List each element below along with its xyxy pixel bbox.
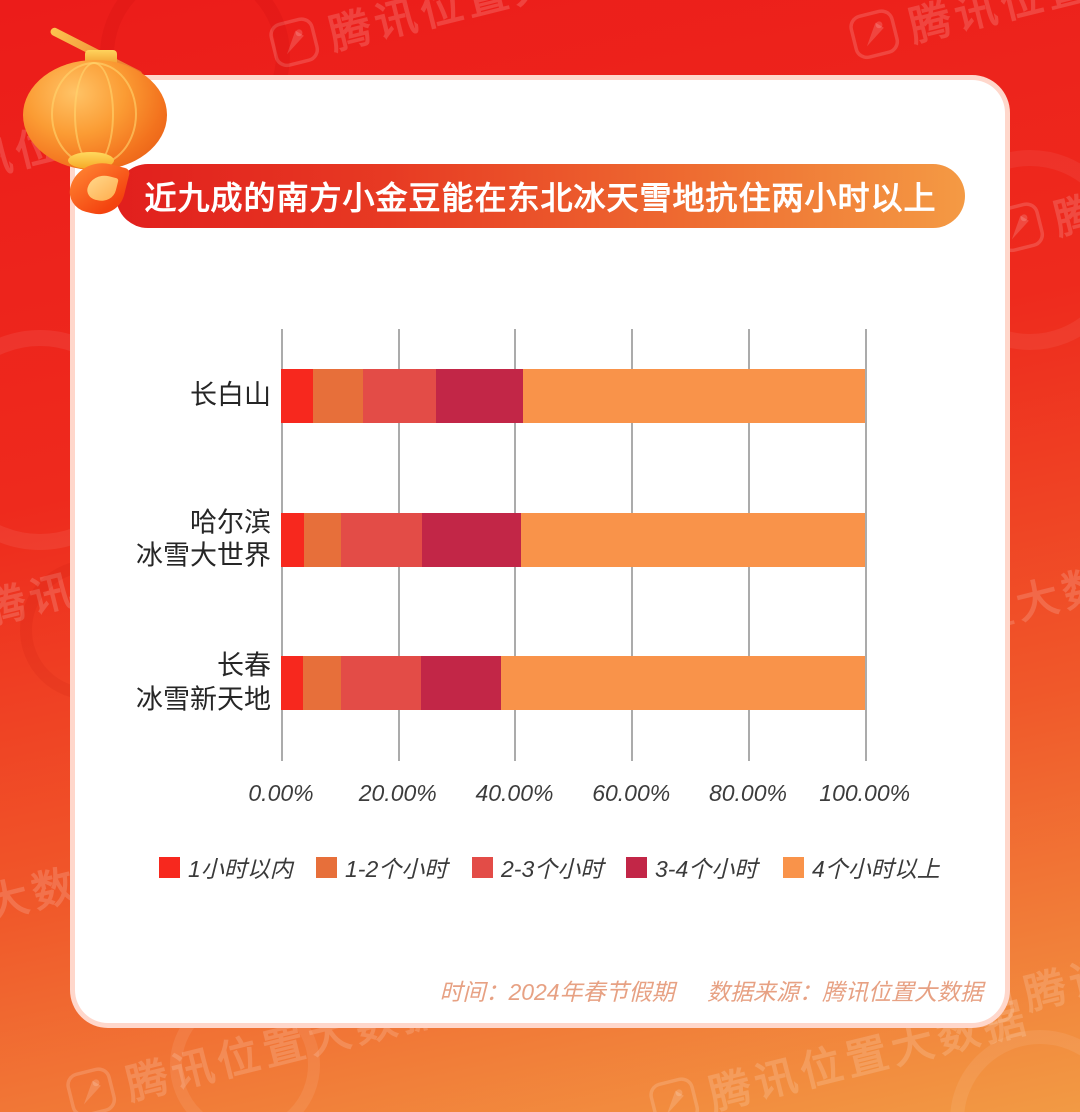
category-label-line: 冰雪大世界	[136, 540, 271, 571]
bar-segment	[521, 512, 865, 567]
bar-segment	[501, 656, 865, 710]
bar-segment	[281, 369, 313, 423]
legend-label: 4个小时以上	[812, 856, 940, 882]
x-tick-label: 80.00%	[708, 780, 787, 806]
chart-area: 近九成的南方小金豆能在东北冰天雪地抗住两小时以上 长白山 哈尔滨 冰雪大世界 长春 冰雪…	[75, 80, 1005, 1023]
legend-swatch	[472, 856, 493, 878]
watermark-text: 腾讯位置大数据	[1019, 893, 1080, 1019]
bar-segment	[421, 656, 502, 710]
lantern-body	[23, 60, 167, 170]
bar-row	[281, 512, 865, 567]
watermark-text: 腾讯位置大数据	[322, 0, 656, 63]
legend-label: 2-3个小时	[501, 856, 604, 882]
legend-item: 4个小时以上	[783, 850, 940, 884]
footnote-source: 数据来源：腾讯位置大数据	[707, 979, 983, 1005]
legend-swatch	[783, 856, 804, 878]
x-tick-label: 100.00%	[819, 780, 911, 806]
location-logo-icon	[849, 8, 899, 59]
bar-segment	[312, 369, 363, 423]
bar-segment	[303, 656, 342, 710]
bar-segment	[341, 656, 422, 710]
legend-swatch	[626, 856, 647, 878]
bar-segment	[281, 656, 304, 710]
page-title: 近九成的南方小金豆能在东北冰天雪地抗住两小时以上	[144, 180, 937, 216]
location-logo-icon	[649, 1076, 699, 1112]
bar-segment	[436, 369, 523, 423]
x-tick-label: 40.00%	[475, 780, 554, 806]
lantern-rib	[74, 62, 114, 166]
footnote-time: 时间：2024年春节假期	[439, 979, 675, 1005]
watermark-text: 腾讯位置大数据	[902, 0, 1080, 55]
bar-row	[281, 656, 865, 710]
bar-row	[281, 369, 865, 423]
legend-label: 1-2个小时	[345, 856, 448, 882]
category-label: 长春 冰雪新天地	[81, 649, 271, 717]
category-label-line: 哈尔滨	[190, 506, 271, 537]
flame-tassel	[65, 156, 151, 238]
legend-label: 1小时以内	[188, 856, 293, 882]
brand-watermark: 腾讯位置大数据	[843, 0, 1080, 69]
bar-segment	[422, 512, 522, 567]
category-label-line: 长春	[217, 650, 271, 681]
brand-watermark: 腾讯位置大数据	[263, 0, 655, 77]
x-tick-label: 0.00%	[248, 780, 314, 806]
category-label: 哈尔滨 冰雪大世界	[81, 506, 271, 574]
title-banner: 近九成的南方小金豆能在东北冰天雪地抗住两小时以上	[116, 164, 965, 228]
x-tick-label: 20.00%	[358, 780, 437, 806]
brand-watermark: 腾讯位置大数据	[60, 974, 452, 1112]
category-label: 长白山	[81, 379, 271, 413]
legend-item: 2-3个小时	[472, 850, 603, 884]
bar-segment	[362, 369, 437, 423]
lantern-decoration	[15, 14, 235, 264]
bar-segment	[522, 369, 865, 423]
location-logo-icon	[66, 1066, 116, 1112]
legend-item: 1小时以内	[159, 850, 293, 884]
legend-swatch	[159, 856, 180, 878]
category-label-line: 冰雪新天地	[136, 684, 271, 714]
bar-segment	[341, 512, 423, 567]
legend-item: 3-4个小时	[626, 850, 757, 884]
legend-label: 3-4个小时	[655, 856, 758, 882]
category-label-line: 长白山	[190, 380, 271, 411]
infographic-card: 近九成的南方小金豆能在东北冰天雪地抗住两小时以上 长白山 哈尔滨 冰雪大世界 长春 冰雪…	[70, 75, 1010, 1028]
bar-segment	[304, 512, 342, 567]
bar-segment	[281, 512, 305, 567]
x-tick-label: 60.00%	[592, 780, 671, 806]
brand-watermark: 腾讯位置大数据	[643, 984, 1035, 1112]
legend-item: 1-2个小时	[316, 850, 447, 884]
gridline	[864, 329, 867, 761]
chart-footnote: 时间：2024年春节假期 数据来源：腾讯位置大数据	[439, 973, 983, 1007]
legend-swatch	[316, 856, 337, 878]
